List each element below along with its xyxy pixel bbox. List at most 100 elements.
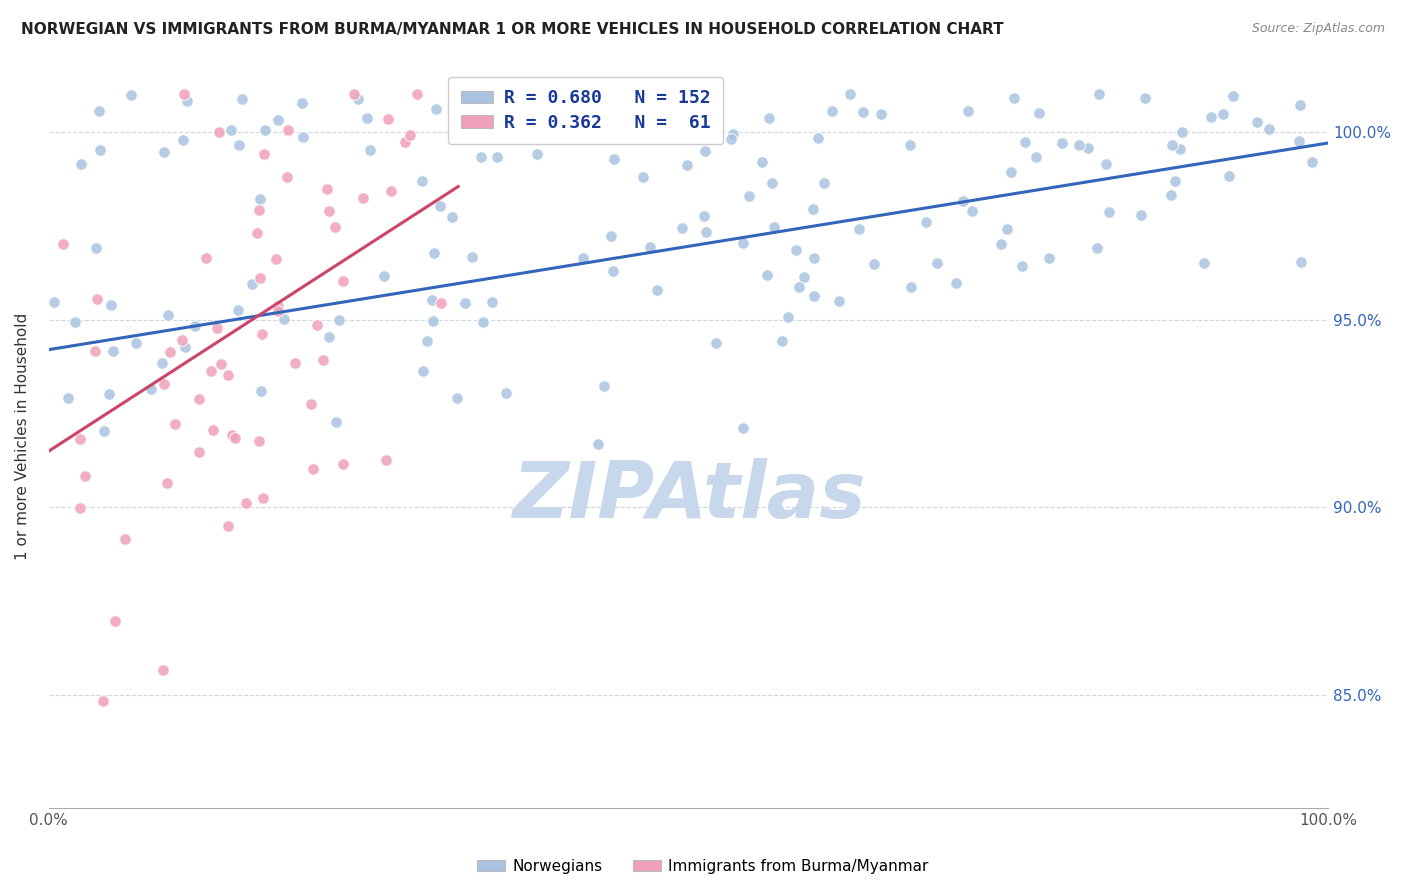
Point (675, 158, 697, 172)
Point (1289, 255, 1312, 269)
Point (65, 315, 87, 329)
Point (266, 252, 288, 267)
Point (114, 532, 136, 546)
Point (495, 386, 517, 401)
Point (1098, 204, 1121, 219)
Point (42, 295, 65, 310)
Point (472, 315, 495, 329)
Point (356, 112, 378, 126)
Point (86, 292, 108, 306)
Point (787, 280, 810, 294)
Point (1067, 137, 1090, 152)
Point (120, 87, 142, 102)
Point (1301, 155, 1323, 169)
Point (156, 476, 179, 491)
Point (347, 92, 370, 106)
Point (104, 614, 127, 628)
Point (852, 105, 875, 120)
Point (671, 221, 693, 235)
Point (1288, 134, 1310, 148)
Point (761, 176, 783, 190)
Point (273, 311, 295, 326)
Point (925, 256, 948, 270)
Point (235, 496, 257, 510)
Point (250, 326, 273, 341)
Point (246, 227, 269, 241)
Point (990, 237, 1012, 252)
Point (446, 391, 468, 405)
Point (399, 128, 422, 143)
Point (770, 334, 793, 349)
Point (217, 368, 239, 383)
Point (481, 294, 503, 309)
Point (1161, 138, 1184, 153)
Point (778, 310, 800, 324)
Point (1014, 135, 1036, 149)
Point (318, 204, 340, 219)
Point (205, 321, 228, 335)
Point (139, 382, 162, 396)
Point (150, 356, 173, 370)
Point (208, 125, 231, 139)
Point (1085, 241, 1108, 255)
Point (828, 293, 851, 308)
Point (1199, 110, 1222, 124)
Point (898, 137, 921, 152)
Point (250, 384, 273, 398)
Point (69, 432, 91, 446)
Point (253, 146, 276, 161)
Point (957, 104, 980, 119)
Point (586, 98, 609, 112)
Point (572, 251, 595, 265)
Point (52, 236, 75, 251)
Point (176, 94, 198, 108)
Point (343, 87, 366, 102)
Legend: Norwegians, Immigrants from Burma/Myanmar: Norwegians, Immigrants from Burma/Myanma… (471, 853, 935, 880)
Point (731, 421, 754, 435)
Point (187, 445, 209, 459)
Point (188, 392, 211, 406)
Point (174, 340, 197, 354)
Point (1025, 150, 1047, 164)
Point (839, 87, 862, 102)
Point (461, 250, 484, 264)
Point (1257, 121, 1279, 136)
Point (249, 192, 271, 206)
Point (731, 236, 754, 251)
Point (1050, 136, 1073, 150)
Y-axis label: 1 or more Vehicles in Household: 1 or more Vehicles in Household (15, 312, 30, 559)
Point (1011, 259, 1033, 273)
Point (406, 87, 429, 102)
Point (276, 169, 298, 184)
Point (249, 270, 271, 285)
Point (200, 364, 222, 378)
Point (952, 194, 974, 208)
Point (470, 150, 492, 164)
Point (444, 95, 467, 109)
Point (173, 87, 195, 102)
Point (602, 264, 624, 278)
Point (703, 113, 725, 128)
Point (100, 297, 122, 311)
Point (593, 378, 616, 392)
Point (1289, 98, 1312, 112)
Point (900, 280, 922, 294)
Point (247, 434, 270, 448)
Point (312, 353, 335, 368)
Point (430, 295, 453, 310)
Point (638, 239, 661, 253)
Text: ZIPAtlas: ZIPAtlas (512, 458, 865, 533)
Point (720, 132, 742, 146)
Point (1133, 90, 1156, 104)
Point (202, 423, 225, 437)
Point (1038, 251, 1060, 265)
Point (1028, 105, 1050, 120)
Point (721, 127, 744, 141)
Point (1002, 91, 1025, 105)
Point (762, 220, 785, 235)
Point (1222, 89, 1244, 103)
Point (316, 182, 339, 196)
Point (914, 214, 936, 228)
Point (807, 131, 830, 145)
Point (1000, 165, 1022, 179)
